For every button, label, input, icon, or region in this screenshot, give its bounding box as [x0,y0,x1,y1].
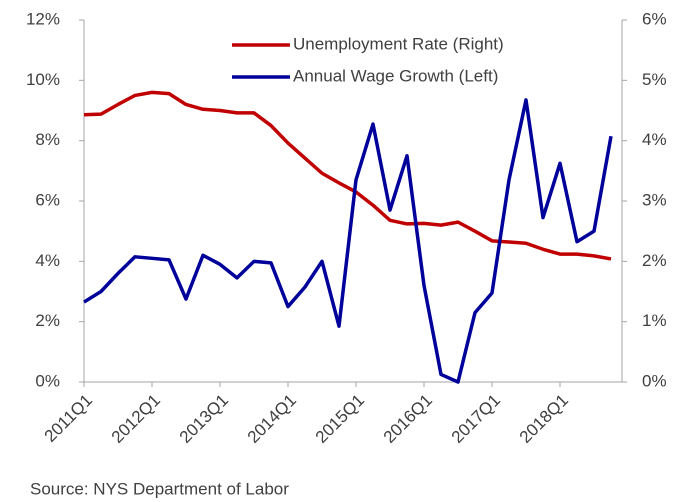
y-tick-label: 2% [35,311,60,330]
source-note: Source: NYS Department of Labor [30,479,289,498]
y2-tick-label: 0% [642,371,667,390]
x-tick-label: 2011Q1 [41,391,96,446]
y-tick-label: 10% [26,70,60,89]
x-tick-label: 2013Q1 [176,391,232,447]
y2-tick-label: 3% [642,190,667,209]
x-tick-label: 2017Q1 [448,391,504,447]
y2-tick-label: 2% [642,251,667,270]
x-tick-label: 2012Q1 [108,391,164,447]
x-tick-label: 2018Q1 [516,391,572,447]
x-tick-label: 2016Q1 [380,391,436,447]
y-tick-label: 12% [26,9,60,28]
y2-tick-label: 5% [642,70,667,89]
y2-tick-label: 4% [642,130,667,149]
y2-tick-label: 6% [642,9,667,28]
y-tick-label: 8% [35,130,60,149]
x-tick-label: 2014Q1 [244,391,300,447]
y-tick-label: 0% [35,371,60,390]
x-tick-label: 2015Q1 [312,391,368,447]
y-tick-label: 6% [35,190,60,209]
legend-label: Unemployment Rate (Right) [293,34,504,53]
legend-label: Annual Wage Growth (Left) [293,66,498,85]
series-line [83,90,612,261]
series-line [83,98,613,384]
y-tick-label: 4% [35,251,60,270]
y2-tick-label: 1% [642,311,667,330]
